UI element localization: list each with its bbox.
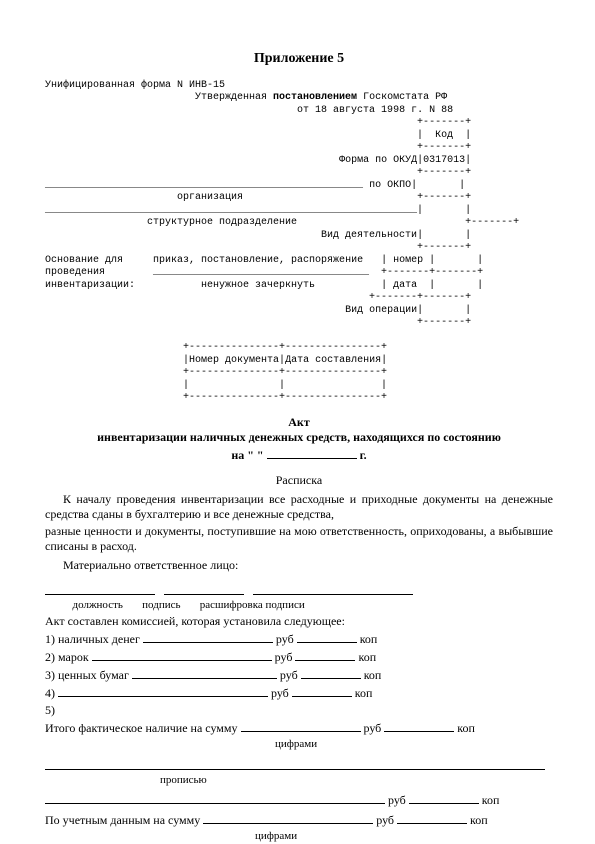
activity-label: Вид деятельности (321, 230, 417, 241)
rub-total: руб (364, 721, 382, 735)
position-blank (45, 583, 155, 595)
item-4: 4) руб коп (45, 685, 553, 701)
total-actual-label: Итого фактическое наличие на сумму (45, 721, 238, 735)
basis-l2: проведения (45, 267, 105, 278)
kop-total: коп (457, 721, 475, 735)
sign-blank (164, 583, 244, 595)
total-actual-kop-blank (384, 720, 454, 732)
total-actual-line: Итого фактическое наличие на сумму руб к… (45, 720, 553, 736)
act-date-suffix: г. (360, 448, 367, 462)
item-1-blank (143, 631, 273, 643)
receipt-p2: разные ценности и документы, поступившие… (45, 524, 553, 554)
approval-bold: постановлением (273, 92, 357, 103)
basis-l3: инвентаризации: (45, 280, 135, 291)
by-records-blank (203, 812, 373, 824)
kop-4: коп (355, 686, 373, 700)
receipt-p1: К началу проведения инвентаризации все р… (45, 492, 553, 522)
signature-blank-row (45, 583, 553, 599)
kop-words: коп (482, 793, 500, 807)
by-records-label: По учетным данным на сумму (45, 813, 200, 827)
code-label: Код (435, 130, 453, 141)
act-subtitle: инвентаризации наличных денежных средств… (45, 430, 553, 445)
act-date-line: на " " г. (45, 447, 553, 463)
cap-decipher: расшифровка подписи (200, 599, 305, 611)
number-label: номер (393, 255, 423, 266)
item-4-kop-blank (292, 685, 352, 697)
form-header-block: Унифицированная форма N ИНВ-15 Утвержден… (45, 80, 553, 405)
item-3-kop-blank (301, 667, 361, 679)
item-1: 1) наличных денег руб коп (45, 631, 553, 647)
approval-date: от 18 августа 1998 г. N 88 (297, 105, 453, 116)
basis-l1: Основание для (45, 255, 123, 266)
okud-label: Форма по ОКУД (339, 155, 417, 166)
in-figures-caption-2: цифрами (45, 830, 553, 844)
appendix-title: Приложение 5 (45, 50, 553, 68)
approval-tail: Госкомстата РФ (357, 92, 447, 103)
act-title: Акт (45, 415, 553, 430)
item-4-blank (58, 685, 268, 697)
rub-4: руб (271, 686, 289, 700)
act-date-prefix: на " " (231, 448, 263, 462)
kop-3: коп (364, 668, 382, 682)
item-2-kop-blank (295, 649, 355, 661)
item-5: 5) (45, 703, 553, 718)
item-4-label: 4) (45, 686, 55, 700)
in-words-blank-2 (45, 792, 385, 804)
doc-number-label: Номер документа (189, 355, 279, 366)
item-5-label: 5) (45, 703, 55, 717)
in-words-kop-blank (409, 792, 479, 804)
act-date-blank (267, 447, 357, 459)
subdivision-label: структурное подразделение (147, 217, 297, 228)
cap-position: должность (73, 599, 123, 611)
total-actual-blank (241, 720, 361, 732)
by-records-line: По учетным данным на сумму руб коп (45, 812, 553, 828)
in-words-rub-kop-row: руб коп (45, 792, 553, 808)
by-records-kop-blank (397, 812, 467, 824)
rub-3: руб (280, 668, 298, 682)
in-words-full-blank (45, 758, 545, 770)
responsible-person-line: Материально ответственное лицо: (45, 558, 553, 573)
item-2-label: 2) марок (45, 650, 89, 664)
item-3: 3) ценных бумаг руб коп (45, 667, 553, 683)
kop-records: коп (470, 813, 488, 827)
commission-line: Акт составлен комиссией, которая установ… (45, 614, 553, 629)
in-words-blank-row (45, 758, 553, 774)
in-figures-caption-1: цифрами (45, 738, 553, 752)
operation-label: Вид операции (345, 305, 417, 316)
form-line: Унифицированная форма N ИНВ-15 (45, 80, 225, 91)
organization-label: организация (177, 192, 243, 203)
rub-records: руб (376, 813, 394, 827)
kop-2: коп (358, 650, 376, 664)
date-label-field: дата (393, 280, 417, 291)
kop-1: коп (360, 632, 378, 646)
signature-captions: должность подпись расшифровка подписи (45, 599, 553, 613)
rub-words: руб (388, 793, 406, 807)
item-1-kop-blank (297, 631, 357, 643)
item-3-label: 3) ценных бумаг (45, 668, 129, 682)
cross-out: ненужное зачеркнуть (201, 280, 315, 291)
item-2: 2) марок руб коп (45, 649, 553, 665)
okud-value: 0317013 (423, 155, 465, 166)
approval-lead: Утвержденная (195, 92, 273, 103)
item-3-blank (132, 667, 277, 679)
cap-sign: подпись (142, 599, 180, 611)
in-words-caption: прописью (45, 774, 553, 788)
receipt-heading: Расписка (45, 473, 553, 488)
comp-date-label: Дата составления (285, 355, 381, 366)
basis-text: приказ, постановление, распоряжение (153, 255, 363, 266)
rub-2: руб (275, 650, 293, 664)
decipher-blank (253, 583, 413, 595)
rub-1: руб (276, 632, 294, 646)
okpo-label: по ОКПО (369, 180, 411, 191)
item-1-label: 1) наличных денег (45, 632, 140, 646)
item-2-blank (92, 649, 272, 661)
